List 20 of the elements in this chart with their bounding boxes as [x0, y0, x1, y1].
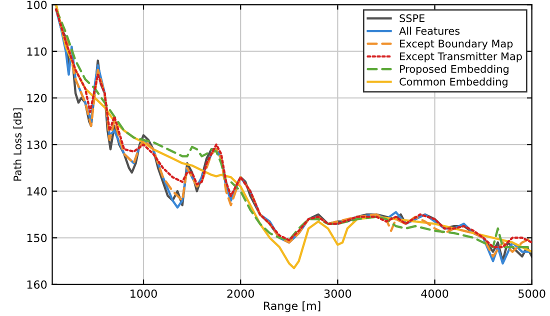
legend-label: All Features	[399, 26, 460, 35]
legend-label: SSPE	[400, 14, 424, 22]
x-tick-label: 1000	[130, 289, 157, 298]
legend-label: Common Embedding	[400, 78, 508, 88]
legend-label: Proposed Embedding	[400, 64, 508, 75]
legend-label: Except Boundary Map	[400, 39, 513, 50]
y-tick-label: 100	[27, 0, 47, 10]
y-tick-label: 110	[27, 47, 47, 56]
x-axis-title: Range [m]	[264, 301, 320, 312]
x-tick-label: 5000	[518, 289, 546, 298]
y-tick-label: 120	[27, 94, 47, 102]
x-tick-label: 4000	[421, 289, 448, 298]
x-tick-label: 2000	[227, 289, 254, 298]
y-tick-label: 140	[27, 187, 47, 196]
y-tick-label: 160	[27, 280, 47, 289]
legend-label: Except Transmitter Map	[400, 52, 522, 62]
y-tick-label: 150	[27, 234, 47, 242]
y-axis-title: Path Loss [dB]	[13, 108, 23, 181]
y-tick-label: 130	[27, 140, 47, 149]
x-tick-label: 3000	[324, 289, 352, 298]
